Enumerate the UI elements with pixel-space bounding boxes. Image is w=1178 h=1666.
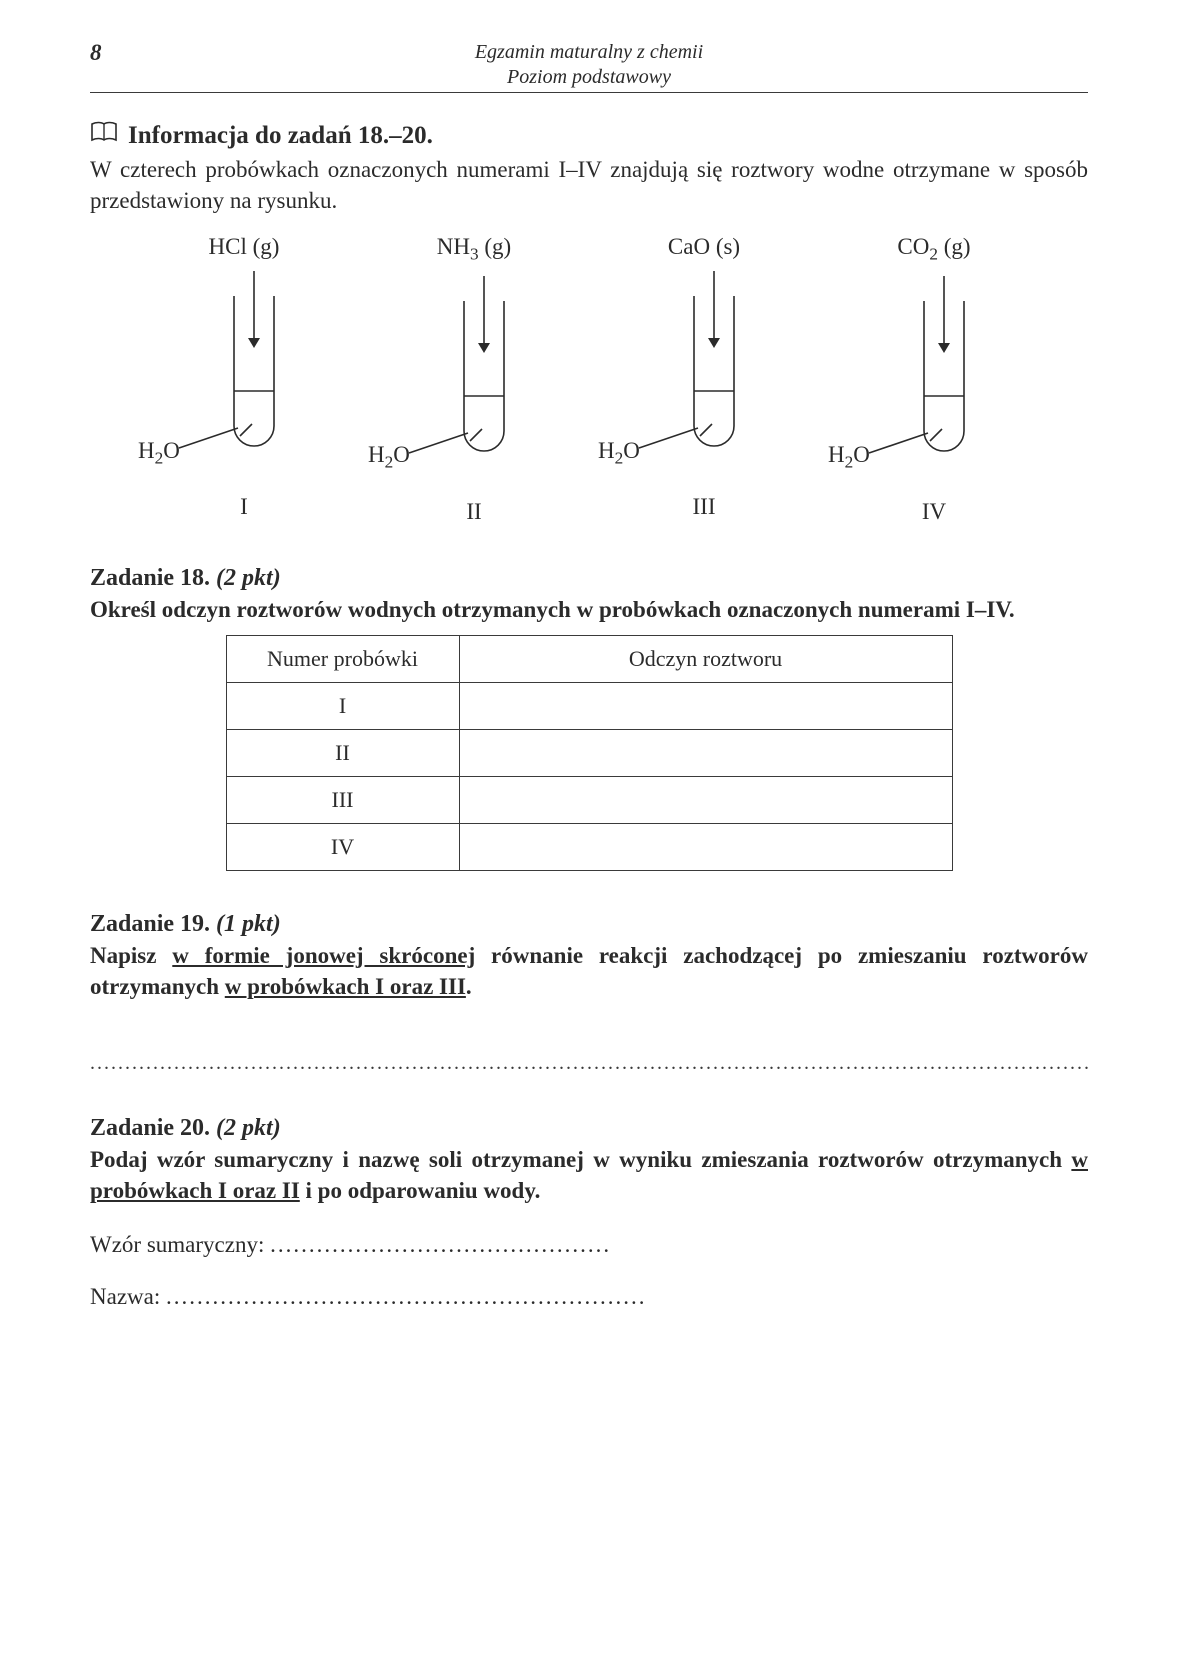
task20-post: i po odparowaniu wody. [300,1178,541,1203]
tube-roman: II [466,499,481,525]
info-heading: Informacja do zadań 18.–20. [128,122,433,150]
name-label: Nazwa: [90,1284,166,1309]
intro-text: W czterech probówkach oznaczonych numera… [90,154,1088,216]
task19-points: (1 pkt) [216,911,281,937]
col-header-odczyn: Odczyn roztworu [459,635,952,682]
tube-svg: H2O [604,266,804,486]
task20-formula-line[interactable]: Wzór sumaryczny: .......................… [90,1232,1088,1258]
tube-roman: III [693,494,716,520]
tube-III: CaO (s) H2O III [604,234,804,525]
h2o-label: H2O [368,442,410,473]
header-line1: Egzamin maturalny z chemii [150,40,1028,65]
tube-number-cell: IV [226,823,459,870]
reagent-label: CaO (s) [668,234,740,260]
table-row: II [226,729,952,776]
reagent-label: CO2 (g) [897,234,970,265]
tube-svg: H2O [374,271,574,491]
task19-u1: w formie jonowej skróconej [172,943,475,968]
header-line2: Poziom podstawowy [150,65,1028,90]
task20-title: Zadanie 20. [90,1115,210,1141]
header-center: Egzamin maturalny z chemii Poziom podsta… [150,40,1028,90]
task20-points: (2 pkt) [216,1115,281,1141]
tube-roman: I [240,494,248,520]
reagent-label: HCl (g) [209,234,280,260]
task19-u2: w probówkach I oraz III [225,974,466,999]
table-row: I [226,682,952,729]
task18-table: Numer probówki Odczyn roztworu IIIIIIIV [226,635,953,871]
tube-I: HCl (g) H2O I [144,234,344,525]
info-heading-row: Informacja do zadań 18.–20. [90,121,1088,150]
h2o-label: H2O [828,442,870,473]
book-icon [90,121,118,150]
reagent-label: NH3 (g) [437,234,511,265]
h2o-label: H2O [598,438,640,469]
formula-dots: ........................................… [270,1232,611,1257]
task18-heading: Zadanie 18. (2 pkt) [90,565,1088,592]
tube-number-cell: III [226,776,459,823]
h2o-label: H2O [138,438,180,469]
tube-IV: CO2 (g) H2O IV [834,234,1034,525]
task19-pre: Napisz [90,943,172,968]
odczyn-cell[interactable] [459,682,952,729]
odczyn-cell[interactable] [459,729,952,776]
task20-body: Podaj wzór sumaryczny i nazwę soli otrzy… [90,1144,1088,1206]
formula-label: Wzór sumaryczny: [90,1232,270,1257]
odczyn-cell[interactable] [459,776,952,823]
task19-body: Napisz w formie jonowej skróconej równan… [90,940,1088,1002]
page-number: 8 [90,40,150,66]
name-dots: ........................................… [166,1284,647,1309]
col-header-number: Numer probówki [226,635,459,682]
task20-heading: Zadanie 20. (2 pkt) [90,1115,1088,1142]
table-row: IV [226,823,952,870]
test-tube-diagram: HCl (g) H2O I NH3 (g) [90,234,1088,525]
task19-answer-line[interactable]: ........................................… [90,1052,1088,1075]
tube-roman: IV [922,499,946,525]
table-row: III [226,776,952,823]
tube-II: NH3 (g) H2O II [374,234,574,525]
task19-post: . [466,974,472,999]
task18-points: (2 pkt) [216,565,281,591]
task19-heading: Zadanie 19. (1 pkt) [90,911,1088,938]
tube-svg: H2O [834,271,1034,491]
tube-number-cell: I [226,682,459,729]
tube-svg: H2O [144,266,344,486]
task20-name-line[interactable]: Nazwa: .................................… [90,1284,1088,1310]
task20-pre: Podaj wzór sumaryczny i nazwę soli otrzy… [90,1147,1071,1172]
tube-number-cell: II [226,729,459,776]
page-header: 8 Egzamin maturalny z chemii Poziom pods… [90,40,1088,93]
odczyn-cell[interactable] [459,823,952,870]
task18-body: Określ odczyn roztworów wodnych otrzyman… [90,594,1088,625]
task18-title: Zadanie 18. [90,565,210,591]
table-header-row: Numer probówki Odczyn roztworu [226,635,952,682]
task19-title: Zadanie 19. [90,911,210,937]
